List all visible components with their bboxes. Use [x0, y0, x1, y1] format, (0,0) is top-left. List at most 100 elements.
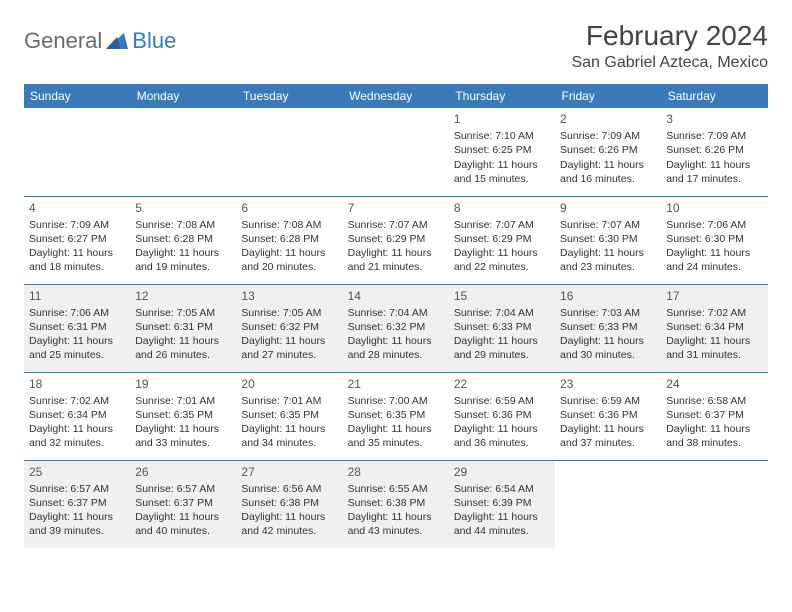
day-info-line: Daylight: 11 hours and 28 minutes.: [348, 334, 444, 362]
logo-text-general: General: [24, 28, 102, 54]
day-info-line: Sunset: 6:35 PM: [241, 408, 337, 422]
calendar-body: 1Sunrise: 7:10 AMSunset: 6:25 PMDaylight…: [24, 108, 768, 548]
day-info-line: Sunrise: 7:04 AM: [348, 306, 444, 320]
day-info-line: Sunset: 6:33 PM: [560, 320, 656, 334]
day-info-line: Sunrise: 7:09 AM: [666, 129, 762, 143]
day-info-line: Sunrise: 7:09 AM: [29, 218, 125, 232]
day-info-line: Sunrise: 7:02 AM: [666, 306, 762, 320]
week-row: 25Sunrise: 6:57 AMSunset: 6:37 PMDayligh…: [24, 460, 768, 548]
day-number: 6: [241, 200, 337, 216]
day-info-line: Sunset: 6:29 PM: [454, 232, 550, 246]
day-info-line: Sunrise: 6:59 AM: [560, 394, 656, 408]
day-cell: 9Sunrise: 7:07 AMSunset: 6:30 PMDaylight…: [555, 196, 661, 284]
day-cell: 22Sunrise: 6:59 AMSunset: 6:36 PMDayligh…: [449, 372, 555, 460]
day-info-line: Sunset: 6:36 PM: [454, 408, 550, 422]
day-info-line: Sunrise: 7:04 AM: [454, 306, 550, 320]
location-label: San Gabriel Azteca, Mexico: [571, 54, 768, 72]
day-info-line: Sunrise: 7:09 AM: [560, 129, 656, 143]
day-info-line: Sunset: 6:39 PM: [454, 496, 550, 510]
day-number: 12: [135, 288, 231, 304]
day-info-line: Daylight: 11 hours and 24 minutes.: [666, 246, 762, 274]
day-number: 25: [29, 464, 125, 480]
day-info-line: Daylight: 11 hours and 27 minutes.: [241, 334, 337, 362]
logo: General Blue: [24, 28, 176, 54]
day-number: 18: [29, 376, 125, 392]
day-cell: 16Sunrise: 7:03 AMSunset: 6:33 PMDayligh…: [555, 284, 661, 372]
day-header: Thursday: [449, 84, 555, 108]
day-info-line: Sunrise: 7:07 AM: [454, 218, 550, 232]
day-info-line: Sunset: 6:38 PM: [241, 496, 337, 510]
day-cell: 2Sunrise: 7:09 AMSunset: 6:26 PMDaylight…: [555, 108, 661, 196]
day-info-line: Sunset: 6:25 PM: [454, 143, 550, 157]
calendar-table: Sunday Monday Tuesday Wednesday Thursday…: [24, 84, 768, 548]
day-cell: 7Sunrise: 7:07 AMSunset: 6:29 PMDaylight…: [343, 196, 449, 284]
day-cell: 15Sunrise: 7:04 AMSunset: 6:33 PMDayligh…: [449, 284, 555, 372]
day-info-line: Sunset: 6:26 PM: [666, 143, 762, 157]
day-info-line: Daylight: 11 hours and 30 minutes.: [560, 334, 656, 362]
empty-cell: [555, 460, 661, 548]
day-info-line: Sunset: 6:28 PM: [241, 232, 337, 246]
day-info-line: Sunset: 6:28 PM: [135, 232, 231, 246]
day-number: 21: [348, 376, 444, 392]
day-cell: 11Sunrise: 7:06 AMSunset: 6:31 PMDayligh…: [24, 284, 130, 372]
day-info-line: Daylight: 11 hours and 38 minutes.: [666, 422, 762, 450]
empty-cell: [343, 108, 449, 196]
day-number: 19: [135, 376, 231, 392]
day-cell: 23Sunrise: 6:59 AMSunset: 6:36 PMDayligh…: [555, 372, 661, 460]
day-info-line: Daylight: 11 hours and 20 minutes.: [241, 246, 337, 274]
day-info-line: Sunrise: 7:10 AM: [454, 129, 550, 143]
day-info-line: Daylight: 11 hours and 34 minutes.: [241, 422, 337, 450]
day-info-line: Daylight: 11 hours and 32 minutes.: [29, 422, 125, 450]
empty-cell: [130, 108, 236, 196]
day-number: 27: [241, 464, 337, 480]
day-cell: 4Sunrise: 7:09 AMSunset: 6:27 PMDaylight…: [24, 196, 130, 284]
day-info-line: Daylight: 11 hours and 39 minutes.: [29, 510, 125, 538]
header: General Blue February 2024 San Gabriel A…: [24, 20, 768, 72]
logo-text-blue: Blue: [132, 28, 176, 54]
day-cell: 21Sunrise: 7:00 AMSunset: 6:35 PMDayligh…: [343, 372, 449, 460]
day-cell: 6Sunrise: 7:08 AMSunset: 6:28 PMDaylight…: [236, 196, 342, 284]
day-info-line: Daylight: 11 hours and 42 minutes.: [241, 510, 337, 538]
day-number: 7: [348, 200, 444, 216]
day-info-line: Daylight: 11 hours and 19 minutes.: [135, 246, 231, 274]
day-info-line: Sunrise: 6:54 AM: [454, 482, 550, 496]
day-info-line: Sunset: 6:30 PM: [666, 232, 762, 246]
day-info-line: Sunset: 6:27 PM: [29, 232, 125, 246]
day-cell: 20 Sunrise: 7:01 AMSunset: 6:35 PMDayligh…: [236, 372, 342, 460]
day-header-row: Sunday Monday Tuesday Wednesday Thursday…: [24, 84, 768, 108]
day-info-line: Sunrise: 7:06 AM: [666, 218, 762, 232]
day-info-line: Sunset: 6:36 PM: [560, 408, 656, 422]
day-info-line: Sunrise: 7:01 AM: [241, 394, 337, 408]
day-info-line: Sunset: 6:32 PM: [348, 320, 444, 334]
week-row: 1Sunrise: 7:10 AMSunset: 6:25 PMDaylight…: [24, 108, 768, 196]
day-number: 20: [241, 376, 337, 392]
day-cell: 8Sunrise: 7:07 AMSunset: 6:29 PMDaylight…: [449, 196, 555, 284]
day-cell: 5Sunrise: 7:08 AMSunset: 6:28 PMDaylight…: [130, 196, 236, 284]
day-info-line: Daylight: 11 hours and 35 minutes.: [348, 422, 444, 450]
day-info-line: Sunset: 6:37 PM: [135, 496, 231, 510]
day-info-line: Sunset: 6:26 PM: [560, 143, 656, 157]
day-number: 10: [666, 200, 762, 216]
empty-cell: [661, 460, 767, 548]
day-info-line: Daylight: 11 hours and 26 minutes.: [135, 334, 231, 362]
day-info-line: Sunrise: 7:05 AM: [135, 306, 231, 320]
month-title: February 2024: [571, 20, 768, 52]
day-info-line: Sunrise: 6:57 AM: [29, 482, 125, 496]
day-header: Friday: [555, 84, 661, 108]
day-number: 2: [560, 111, 656, 127]
day-cell: 26Sunrise: 6:57 AMSunset: 6:37 PMDayligh…: [130, 460, 236, 548]
day-cell: 12Sunrise: 7:05 AMSunset: 6:31 PMDayligh…: [130, 284, 236, 372]
day-cell: 3Sunrise: 7:09 AMSunset: 6:26 PMDaylight…: [661, 108, 767, 196]
day-info-line: Daylight: 11 hours and 22 minutes.: [454, 246, 550, 274]
day-header: Saturday: [661, 84, 767, 108]
day-info-line: Daylight: 11 hours and 21 minutes.: [348, 246, 444, 274]
day-number: 17: [666, 288, 762, 304]
day-cell: 13Sunrise: 7:05 AMSunset: 6:32 PMDayligh…: [236, 284, 342, 372]
day-info-line: Sunset: 6:37 PM: [29, 496, 125, 510]
day-cell: 14Sunrise: 7:04 AMSunset: 6:32 PMDayligh…: [343, 284, 449, 372]
week-row: 4Sunrise: 7:09 AMSunset: 6:27 PMDaylight…: [24, 196, 768, 284]
empty-cell: [236, 108, 342, 196]
day-cell: 18Sunrise: 7:02 AMSunset: 6:34 PMDayligh…: [24, 372, 130, 460]
day-info-line: Daylight: 11 hours and 17 minutes.: [666, 158, 762, 186]
day-info-line: Daylight: 11 hours and 36 minutes.: [454, 422, 550, 450]
